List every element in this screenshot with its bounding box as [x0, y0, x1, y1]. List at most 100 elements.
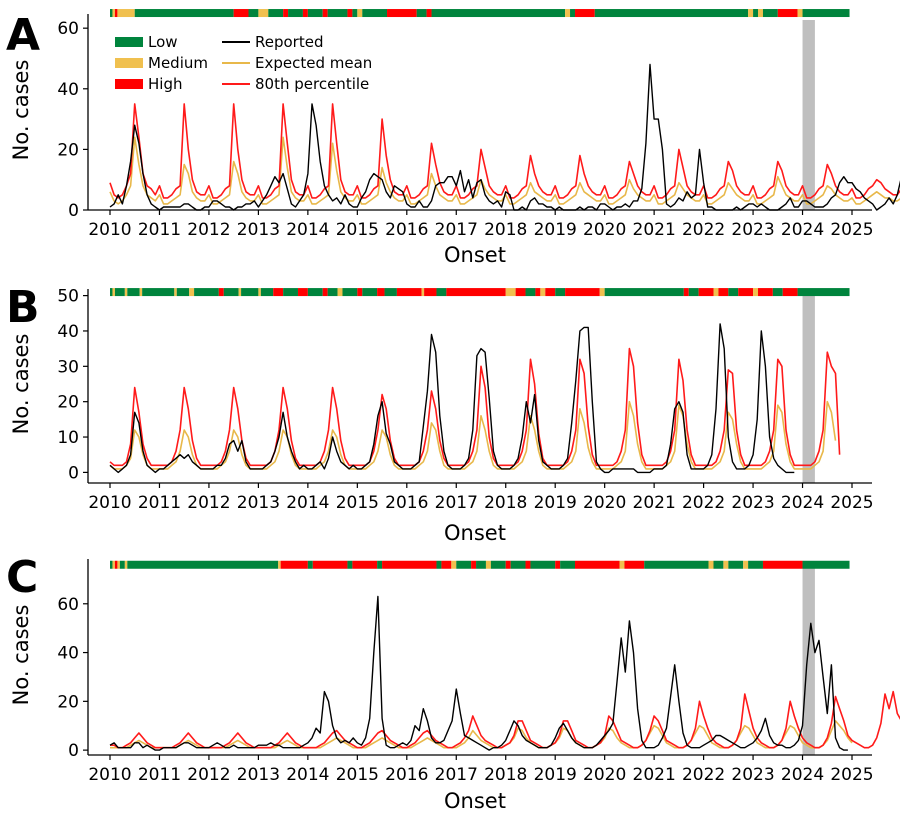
risk-bar-segment	[515, 288, 526, 297]
x-tick-label: 2021	[633, 220, 676, 240]
x-tick-label: 2022	[682, 220, 725, 240]
risk-bar-segment	[683, 288, 689, 297]
x-tick-label: 2018	[484, 493, 527, 513]
x-tick-label: 2016	[385, 220, 428, 240]
y-tick-label: 50	[57, 287, 79, 307]
risk-bar-segment	[565, 288, 600, 297]
risk-bar-segment	[327, 9, 348, 18]
x-tick-label: 2022	[682, 765, 725, 785]
legend-label-percentile80: 80th percentile	[255, 75, 369, 93]
x-axis-label: Onset	[444, 243, 506, 267]
risk-bar-segment	[555, 560, 561, 569]
x-tick-label: 2011	[138, 765, 181, 785]
risk-bar-segment	[110, 9, 113, 18]
risk-bar-segment	[117, 560, 120, 569]
risk-bar-segment	[194, 288, 219, 297]
risk-bar-segment	[718, 288, 729, 297]
risk-bar-segment	[777, 9, 798, 18]
risk-bar-segment	[713, 288, 719, 297]
risk-bar-segment	[362, 9, 388, 18]
risk-bar-segment	[624, 560, 645, 569]
x-tick-label: 2021	[633, 765, 676, 785]
risk-bar-segment	[302, 9, 308, 18]
risk-bar-segment	[124, 288, 128, 297]
risk-bar-segment	[713, 560, 724, 569]
x-tick-label: 2025	[830, 493, 873, 513]
risk-bar-segment	[396, 288, 422, 297]
risk-bar-segment	[117, 9, 135, 18]
legend-swatch-low	[115, 37, 143, 47]
risk-bar-segment	[535, 288, 541, 297]
risk-bar-segment	[802, 560, 850, 569]
x-tick-label: 2020	[583, 765, 626, 785]
risk-bar-segment	[753, 288, 759, 297]
risk-bar-segment	[189, 288, 195, 297]
risk-bar-segment	[248, 9, 259, 18]
series-line-percentile80	[110, 690, 900, 749]
x-tick-label: 2021	[633, 493, 676, 513]
risk-bar-segment	[451, 560, 457, 569]
risk-bar-segment	[233, 9, 249, 18]
series-line-percentile80	[109, 347, 841, 467]
risk-bar-segment	[728, 288, 739, 297]
risk-bar-segment	[174, 288, 177, 297]
x-tick-label: 2025	[830, 765, 873, 785]
x-tick-label: 2020	[583, 493, 626, 513]
risk-bar-segment	[384, 288, 397, 297]
risk-bar-segment	[416, 9, 427, 18]
risk-bar-segment	[322, 288, 328, 297]
panel-c: C 0 20 40 60 2010 2011 2012 2013 2014 2015 2016 2017…	[6, 552, 900, 813]
x-tick-label: 2010	[88, 220, 131, 240]
risk-bar-segment	[280, 560, 308, 569]
y-tick-label: 20	[57, 692, 79, 712]
panel-letter: C	[6, 552, 38, 603]
risk-bar-segment	[307, 288, 323, 297]
x-tick-label: 2017	[435, 493, 478, 513]
y-axis-label: No. cases	[9, 60, 33, 161]
y-tick-label: 0	[68, 741, 79, 761]
x-tick-label: 2014	[286, 765, 329, 785]
risk-bar-segment	[797, 288, 850, 297]
risk-bar-segment	[112, 9, 115, 18]
risk-bar-segment	[441, 560, 452, 569]
risk-bar-segment	[322, 9, 328, 18]
legend-swatch-medium	[115, 58, 143, 68]
risk-bar-segment	[560, 560, 575, 569]
risk-bar-segment	[698, 288, 714, 297]
legend-label-reported: Reported	[255, 33, 323, 51]
risk-bar-segment	[342, 288, 358, 297]
risk-bar-segment	[114, 288, 125, 297]
risk-bar-segment	[307, 9, 323, 18]
x-tick-label: 2014	[286, 493, 329, 513]
x-tick-label: 2023	[731, 765, 774, 785]
x-tick-label: 2017	[435, 765, 478, 785]
legend-label-low: Low	[148, 33, 178, 51]
risk-bar-segment	[688, 288, 699, 297]
series-line-reported	[109, 323, 795, 474]
risk-bar-segment	[545, 288, 556, 297]
series-line-percentile80	[109, 103, 900, 199]
x-tick-label: 2010	[88, 765, 131, 785]
risk-bar-segment	[485, 560, 491, 569]
x-axis-label: Onset	[444, 789, 506, 813]
risk-bar-segment	[565, 9, 571, 18]
risk-bar-segment	[283, 9, 289, 18]
series-line-reported	[109, 595, 848, 751]
risk-bar-segment	[619, 560, 625, 569]
risk-bar-segment	[525, 288, 536, 297]
shaded-period	[802, 20, 815, 210]
risk-bar-segment	[424, 288, 437, 297]
risk-bar-segment	[110, 288, 113, 297]
risk-bar-segment	[728, 560, 744, 569]
x-tick-label: 2019	[534, 765, 577, 785]
risk-bar-segment	[758, 9, 763, 18]
risk-bar-segment	[594, 9, 749, 18]
risk-bar-segment	[599, 288, 605, 297]
risk-bar-segment	[574, 560, 620, 569]
risk-bar-segment	[476, 560, 486, 569]
risk-bar-segment	[574, 9, 595, 18]
risk-bar-segment	[377, 288, 385, 297]
risk-bar-segment	[347, 560, 353, 569]
y-tick-label: 60	[57, 19, 79, 39]
